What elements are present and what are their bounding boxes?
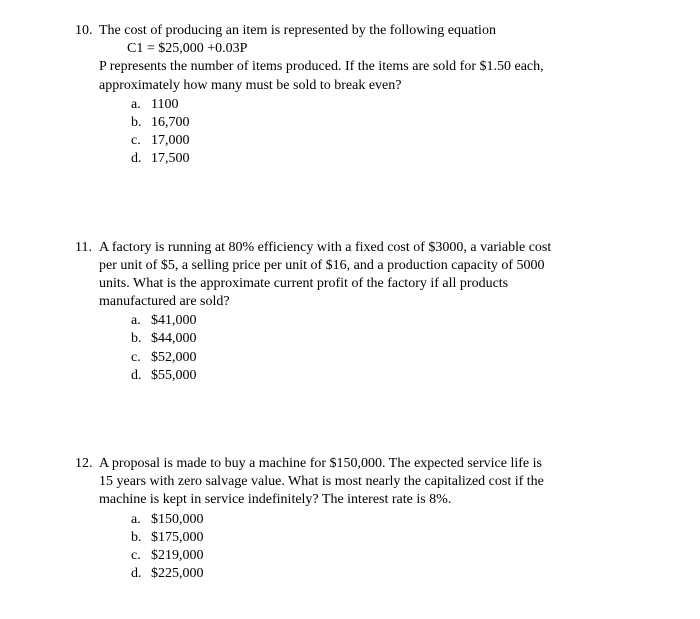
question-block: 12.A proposal is made to buy a machine f… — [75, 455, 640, 583]
question-body: A factory is running at 80% efficiency w… — [99, 239, 640, 312]
option-row: a.1100 — [131, 96, 640, 114]
question-line: A factory is running at 80% efficiency w… — [99, 239, 640, 257]
option-text: $219,000 — [151, 547, 204, 565]
question-line: per unit of $5, a selling price per unit… — [99, 257, 640, 275]
question-line: The cost of producing an item is represe… — [99, 22, 640, 40]
option-row: c.$52,000 — [131, 349, 640, 367]
question-text: A factory is running at 80% efficiency w… — [99, 239, 640, 312]
question-line: C1 = $25,000 +0.03P — [99, 40, 640, 58]
question-line: units. What is the approximate current p… — [99, 275, 640, 293]
question-header: 12.A proposal is made to buy a machine f… — [75, 455, 640, 510]
option-letter: c. — [131, 547, 151, 565]
option-text: $44,000 — [151, 330, 197, 348]
question-header: 11.A factory is running at 80% efficienc… — [75, 239, 640, 312]
option-text: 17,500 — [151, 150, 190, 168]
question-header: 10.The cost of producing an item is repr… — [75, 22, 640, 95]
option-letter: b. — [131, 114, 151, 132]
question-text: The cost of producing an item is represe… — [99, 22, 640, 95]
option-letter: d. — [131, 367, 151, 385]
question-line: A proposal is made to buy a machine for … — [99, 455, 640, 473]
option-text: $150,000 — [151, 511, 204, 529]
question-line: machine is kept in service indefinitely?… — [99, 491, 640, 509]
question-body: The cost of producing an item is represe… — [99, 22, 640, 95]
option-row: b.16,700 — [131, 114, 640, 132]
question-number: 12. — [75, 455, 99, 473]
option-letter: a. — [131, 312, 151, 330]
option-letter: b. — [131, 529, 151, 547]
option-row: d.$225,000 — [131, 565, 640, 583]
options-list: a.$150,000b.$175,000c.$219,000d.$225,000 — [75, 511, 640, 584]
option-row: b.$175,000 — [131, 529, 640, 547]
option-letter: b. — [131, 330, 151, 348]
options-list: a.1100b.16,700c.17,000d.17,500 — [75, 96, 640, 169]
option-letter: d. — [131, 565, 151, 583]
option-letter: d. — [131, 150, 151, 168]
option-letter: c. — [131, 132, 151, 150]
question-block: 11.A factory is running at 80% efficienc… — [75, 239, 640, 386]
question-line: manufactured are sold? — [99, 293, 640, 311]
question-number: 11. — [75, 239, 99, 257]
question-body: A proposal is made to buy a machine for … — [99, 455, 640, 510]
option-row: d.$55,000 — [131, 367, 640, 385]
question-number: 10. — [75, 22, 99, 40]
question-line: 15 years with zero salvage value. What i… — [99, 473, 640, 491]
option-row: c.17,000 — [131, 132, 640, 150]
option-letter: a. — [131, 511, 151, 529]
question-line: P represents the number of items produce… — [99, 58, 640, 76]
option-row: a.$150,000 — [131, 511, 640, 529]
question-block: 10.The cost of producing an item is repr… — [75, 22, 640, 169]
option-letter: c. — [131, 349, 151, 367]
option-row: b.$44,000 — [131, 330, 640, 348]
option-text: $52,000 — [151, 349, 197, 367]
option-text: $175,000 — [151, 529, 204, 547]
option-letter: a. — [131, 96, 151, 114]
option-text: $55,000 — [151, 367, 197, 385]
option-text: 17,000 — [151, 132, 190, 150]
question-text: A proposal is made to buy a machine for … — [99, 455, 640, 510]
option-text: 1100 — [151, 96, 178, 114]
option-text: $225,000 — [151, 565, 204, 583]
question-line: approximately how many must be sold to b… — [99, 77, 640, 95]
option-text: $41,000 — [151, 312, 197, 330]
option-text: 16,700 — [151, 114, 190, 132]
option-row: c.$219,000 — [131, 547, 640, 565]
option-row: a.$41,000 — [131, 312, 640, 330]
option-row: d.17,500 — [131, 150, 640, 168]
options-list: a.$41,000b.$44,000c.$52,000d.$55,000 — [75, 312, 640, 385]
